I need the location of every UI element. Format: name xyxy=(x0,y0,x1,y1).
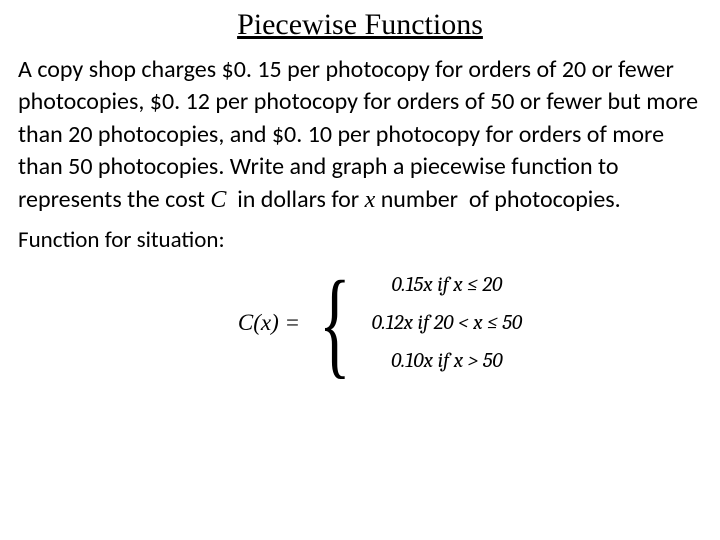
brace-symbol: { xyxy=(319,272,351,374)
case-line: 0.15x if x ≤ 20 xyxy=(372,273,523,297)
page-container: Piecewise Functions A copy shop charges … xyxy=(0,0,720,374)
function-name: C(x) = xyxy=(238,310,300,336)
function-label: Function for situation: xyxy=(18,226,702,254)
page-title: Piecewise Functions xyxy=(18,8,702,42)
case-line: 0.12x if 20 < x ≤ 50 xyxy=(372,311,523,335)
case-line: 0.10x if x > 50 xyxy=(372,349,523,373)
function-cases: 0.15x if x ≤ 20 0.12x if 20 < x ≤ 50 0.1… xyxy=(372,273,523,373)
problem-text: A copy shop charges $0. 15 per photocopy… xyxy=(18,54,702,216)
piecewise-function: C(x) = { 0.15x if x ≤ 20 0.12x if 20 < x… xyxy=(58,272,702,374)
